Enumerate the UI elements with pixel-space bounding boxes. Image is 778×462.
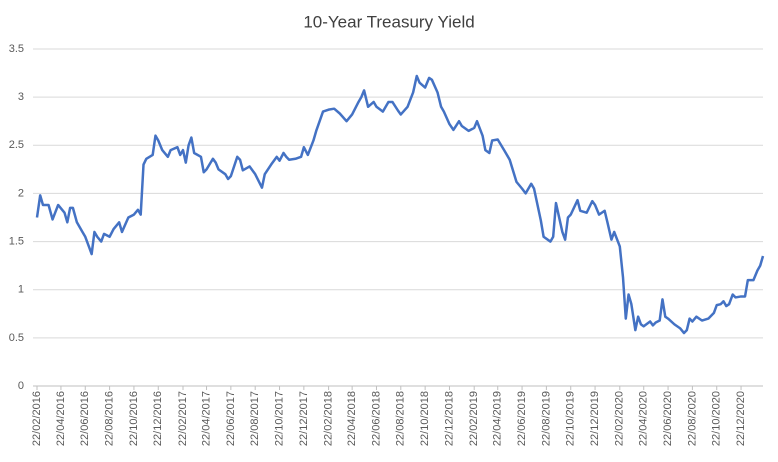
x-tick-label: 22/08/2018 [395,391,407,446]
y-tick-label: 2 [18,187,24,199]
y-tick-label: 0 [18,380,24,392]
y-tick-label: 1.5 [9,235,24,247]
x-tick-label: 22/04/2018 [346,391,358,446]
x-tick-label: 22/06/2018 [370,391,382,446]
y-tick-label: 3.5 [9,43,24,55]
x-tick-label: 22/06/2019 [516,391,528,446]
x-tick-label: 22/04/2020 [638,391,650,446]
x-tick-label: 22/04/2016 [55,391,67,446]
x-tick-label: 22/06/2017 [225,391,237,446]
data-line [35,74,765,335]
x-tick-label: 22/04/2019 [492,391,504,446]
x-tick-label: 22/12/2019 [589,391,601,446]
x-tick-label: 22/12/2020 [735,391,747,446]
x-tick-label: 22/12/2017 [298,391,310,446]
x-tick-label: 22/02/2019 [468,391,480,446]
x-tick-label: 22/10/2017 [273,391,285,446]
x-tick-label: 22/02/2020 [614,391,626,446]
x-tick-label: 22/10/2019 [565,391,577,446]
x-tick-label: 22/08/2020 [686,391,698,446]
x-tick-label: 22/04/2017 [200,391,212,446]
y-tick-label: 1 [18,284,24,296]
x-tick-label: 22/02/2016 [31,391,43,446]
x-tick-label: 22/06/2016 [79,391,91,446]
x-tick-label: 22/10/2020 [711,391,723,446]
x-tick-label: 22/02/2018 [323,391,335,446]
x-tick-label: 22/12/2018 [443,391,455,446]
x-tick-label: 22/02/2017 [177,391,189,446]
x-tick-label: 22/08/2019 [540,391,552,446]
x-tick-label: 22/10/2018 [419,391,431,446]
y-tick-label: 0.5 [9,332,24,344]
x-tick-label: 22/08/2017 [249,391,261,446]
x-tick-label: 22/08/2016 [104,391,116,446]
chart-title: 10-Year Treasury Yield [303,12,474,31]
y-tick-label: 2.5 [9,139,24,151]
x-tick-label: 22/10/2016 [128,391,140,446]
x-tick-label: 22/12/2016 [152,391,164,446]
x-tick-label: 22/06/2020 [662,391,674,446]
y-tick-label: 3 [18,91,24,103]
